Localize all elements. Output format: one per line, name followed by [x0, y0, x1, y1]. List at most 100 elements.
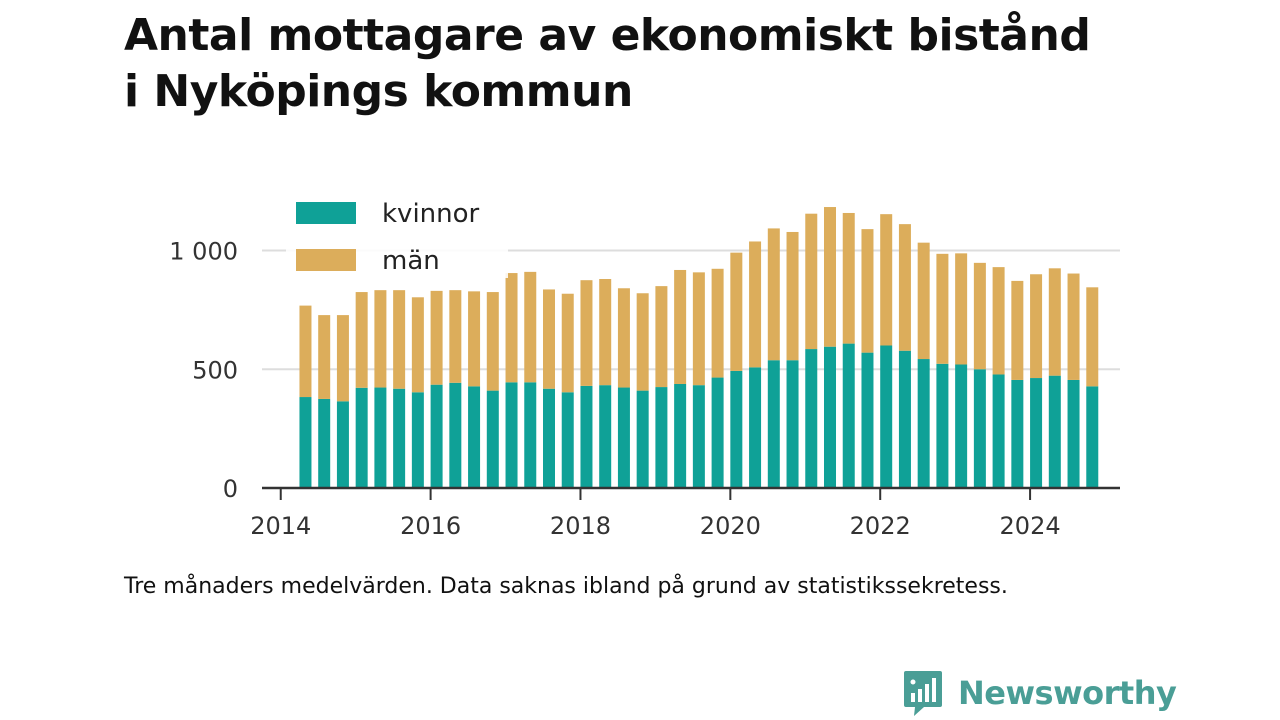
legend-swatch: [296, 202, 356, 224]
bar-man: [955, 253, 968, 365]
bar-kvinnor: [749, 367, 762, 488]
bar-man: [374, 290, 387, 388]
bar-kvinnor: [1067, 379, 1080, 488]
bar-kvinnor: [561, 392, 574, 488]
bar-kvinnor: [393, 388, 406, 488]
bar-kvinnor: [767, 360, 780, 488]
bar-kvinnor: [505, 382, 518, 488]
bar-man: [411, 297, 424, 393]
bar-man: [617, 288, 630, 388]
bar-man: [880, 214, 893, 346]
bar-man: [898, 224, 911, 351]
bar-kvinnor: [524, 382, 537, 488]
bar-kvinnor: [430, 384, 443, 488]
bar-kvinnor: [355, 387, 368, 488]
x-tick-label: 2014: [250, 512, 311, 540]
bar-kvinnor: [542, 388, 555, 488]
bar-kvinnor: [336, 401, 349, 488]
bar-kvinnor: [880, 345, 893, 488]
bar-kvinnor: [1011, 379, 1024, 488]
legend: kvinnor män: [286, 190, 508, 278]
bar-kvinnor: [468, 386, 481, 488]
bar-kvinnor: [1048, 375, 1061, 488]
bar-man: [599, 279, 612, 386]
bar-man: [393, 290, 406, 389]
bar-kvinnor: [374, 387, 387, 488]
bar-kvinnor: [655, 387, 668, 488]
bar-kvinnor: [955, 364, 968, 488]
bar-man: [692, 272, 705, 386]
bar-kvinnor: [449, 382, 462, 488]
bar-man: [486, 292, 499, 391]
bar-kvinnor: [580, 385, 593, 488]
bar-man: [917, 242, 930, 360]
y-tick-label: 0: [223, 475, 238, 503]
bar-man: [505, 273, 518, 383]
chart-title-line-1: Antal mottagare av ekonomiskt bistånd: [124, 10, 1091, 61]
bar-man: [542, 289, 555, 389]
bar-man: [786, 231, 799, 361]
bar-man: [318, 315, 331, 399]
x-tick-label: 2020: [700, 512, 761, 540]
bar-kvinnor: [898, 350, 911, 488]
bar-kvinnor: [992, 374, 1005, 488]
bar-kvinnor: [411, 392, 424, 488]
bar-man: [936, 253, 949, 364]
bar-kvinnor: [711, 377, 724, 488]
y-tick-label: 500: [192, 356, 238, 384]
bar-kvinnor: [973, 369, 986, 488]
bar-man: [355, 292, 368, 388]
chart-bubble-icon: [904, 671, 942, 716]
bar-kvinnor: [599, 385, 612, 488]
legend-label: kvinnor: [382, 199, 480, 229]
bar-man: [449, 290, 462, 383]
bar-man: [1086, 287, 1099, 387]
bar-man: [430, 290, 443, 385]
chart-title-line-2: i Nyköpings kommun: [124, 66, 633, 117]
bar-man: [336, 315, 349, 402]
bar-kvinnor: [936, 363, 949, 488]
x-axis: 2014 2016 2018 2020 2022 2024: [250, 486, 1120, 540]
bar-kvinnor: [861, 352, 874, 488]
bar-man: [730, 252, 743, 371]
bar-man: [711, 268, 724, 378]
bar-man: [468, 291, 481, 387]
bar-kvinnor: [636, 390, 649, 488]
bar-kvinnor: [674, 383, 687, 488]
bar-man: [805, 213, 818, 350]
bar-man: [861, 229, 874, 353]
bar-kvinnor: [486, 390, 499, 488]
y-tick-label: 1 000: [169, 238, 238, 266]
bar-man: [973, 262, 986, 370]
bar-kvinnor: [842, 343, 855, 488]
bar-man: [636, 293, 649, 391]
bar-kvinnor: [299, 397, 312, 488]
brand-name: Newsworthy: [958, 674, 1177, 712]
bar-kvinnor: [1086, 386, 1099, 488]
bar-man: [992, 267, 1005, 375]
bar-kvinnor: [692, 385, 705, 488]
bar-kvinnor: [917, 359, 930, 488]
bar-man: [1030, 274, 1043, 379]
bar-man: [524, 271, 537, 383]
bar-kvinnor: [318, 398, 331, 488]
bar-man: [561, 293, 574, 393]
bar-man: [674, 269, 687, 384]
bar-kvinnor: [805, 349, 818, 488]
bar-man: [655, 286, 668, 388]
bar-kvinnor: [1030, 378, 1043, 488]
bars: [299, 207, 1099, 488]
bar-kvinnor: [730, 370, 743, 488]
x-tick-label: 2018: [550, 512, 611, 540]
bar-man: [1067, 273, 1080, 380]
bar-man: [580, 280, 593, 386]
legend-swatch: [296, 249, 356, 271]
brand-logo: Newsworthy: [902, 668, 1177, 718]
chart-title: Antal mottagare av ekonomiskt bistånd i …: [124, 8, 1184, 120]
bar-man: [767, 228, 780, 361]
bar-kvinnor: [786, 360, 799, 488]
x-tick-label: 2024: [1000, 512, 1061, 540]
x-tick-label: 2016: [400, 512, 461, 540]
y-axis: 0 500 1 000: [169, 238, 238, 504]
